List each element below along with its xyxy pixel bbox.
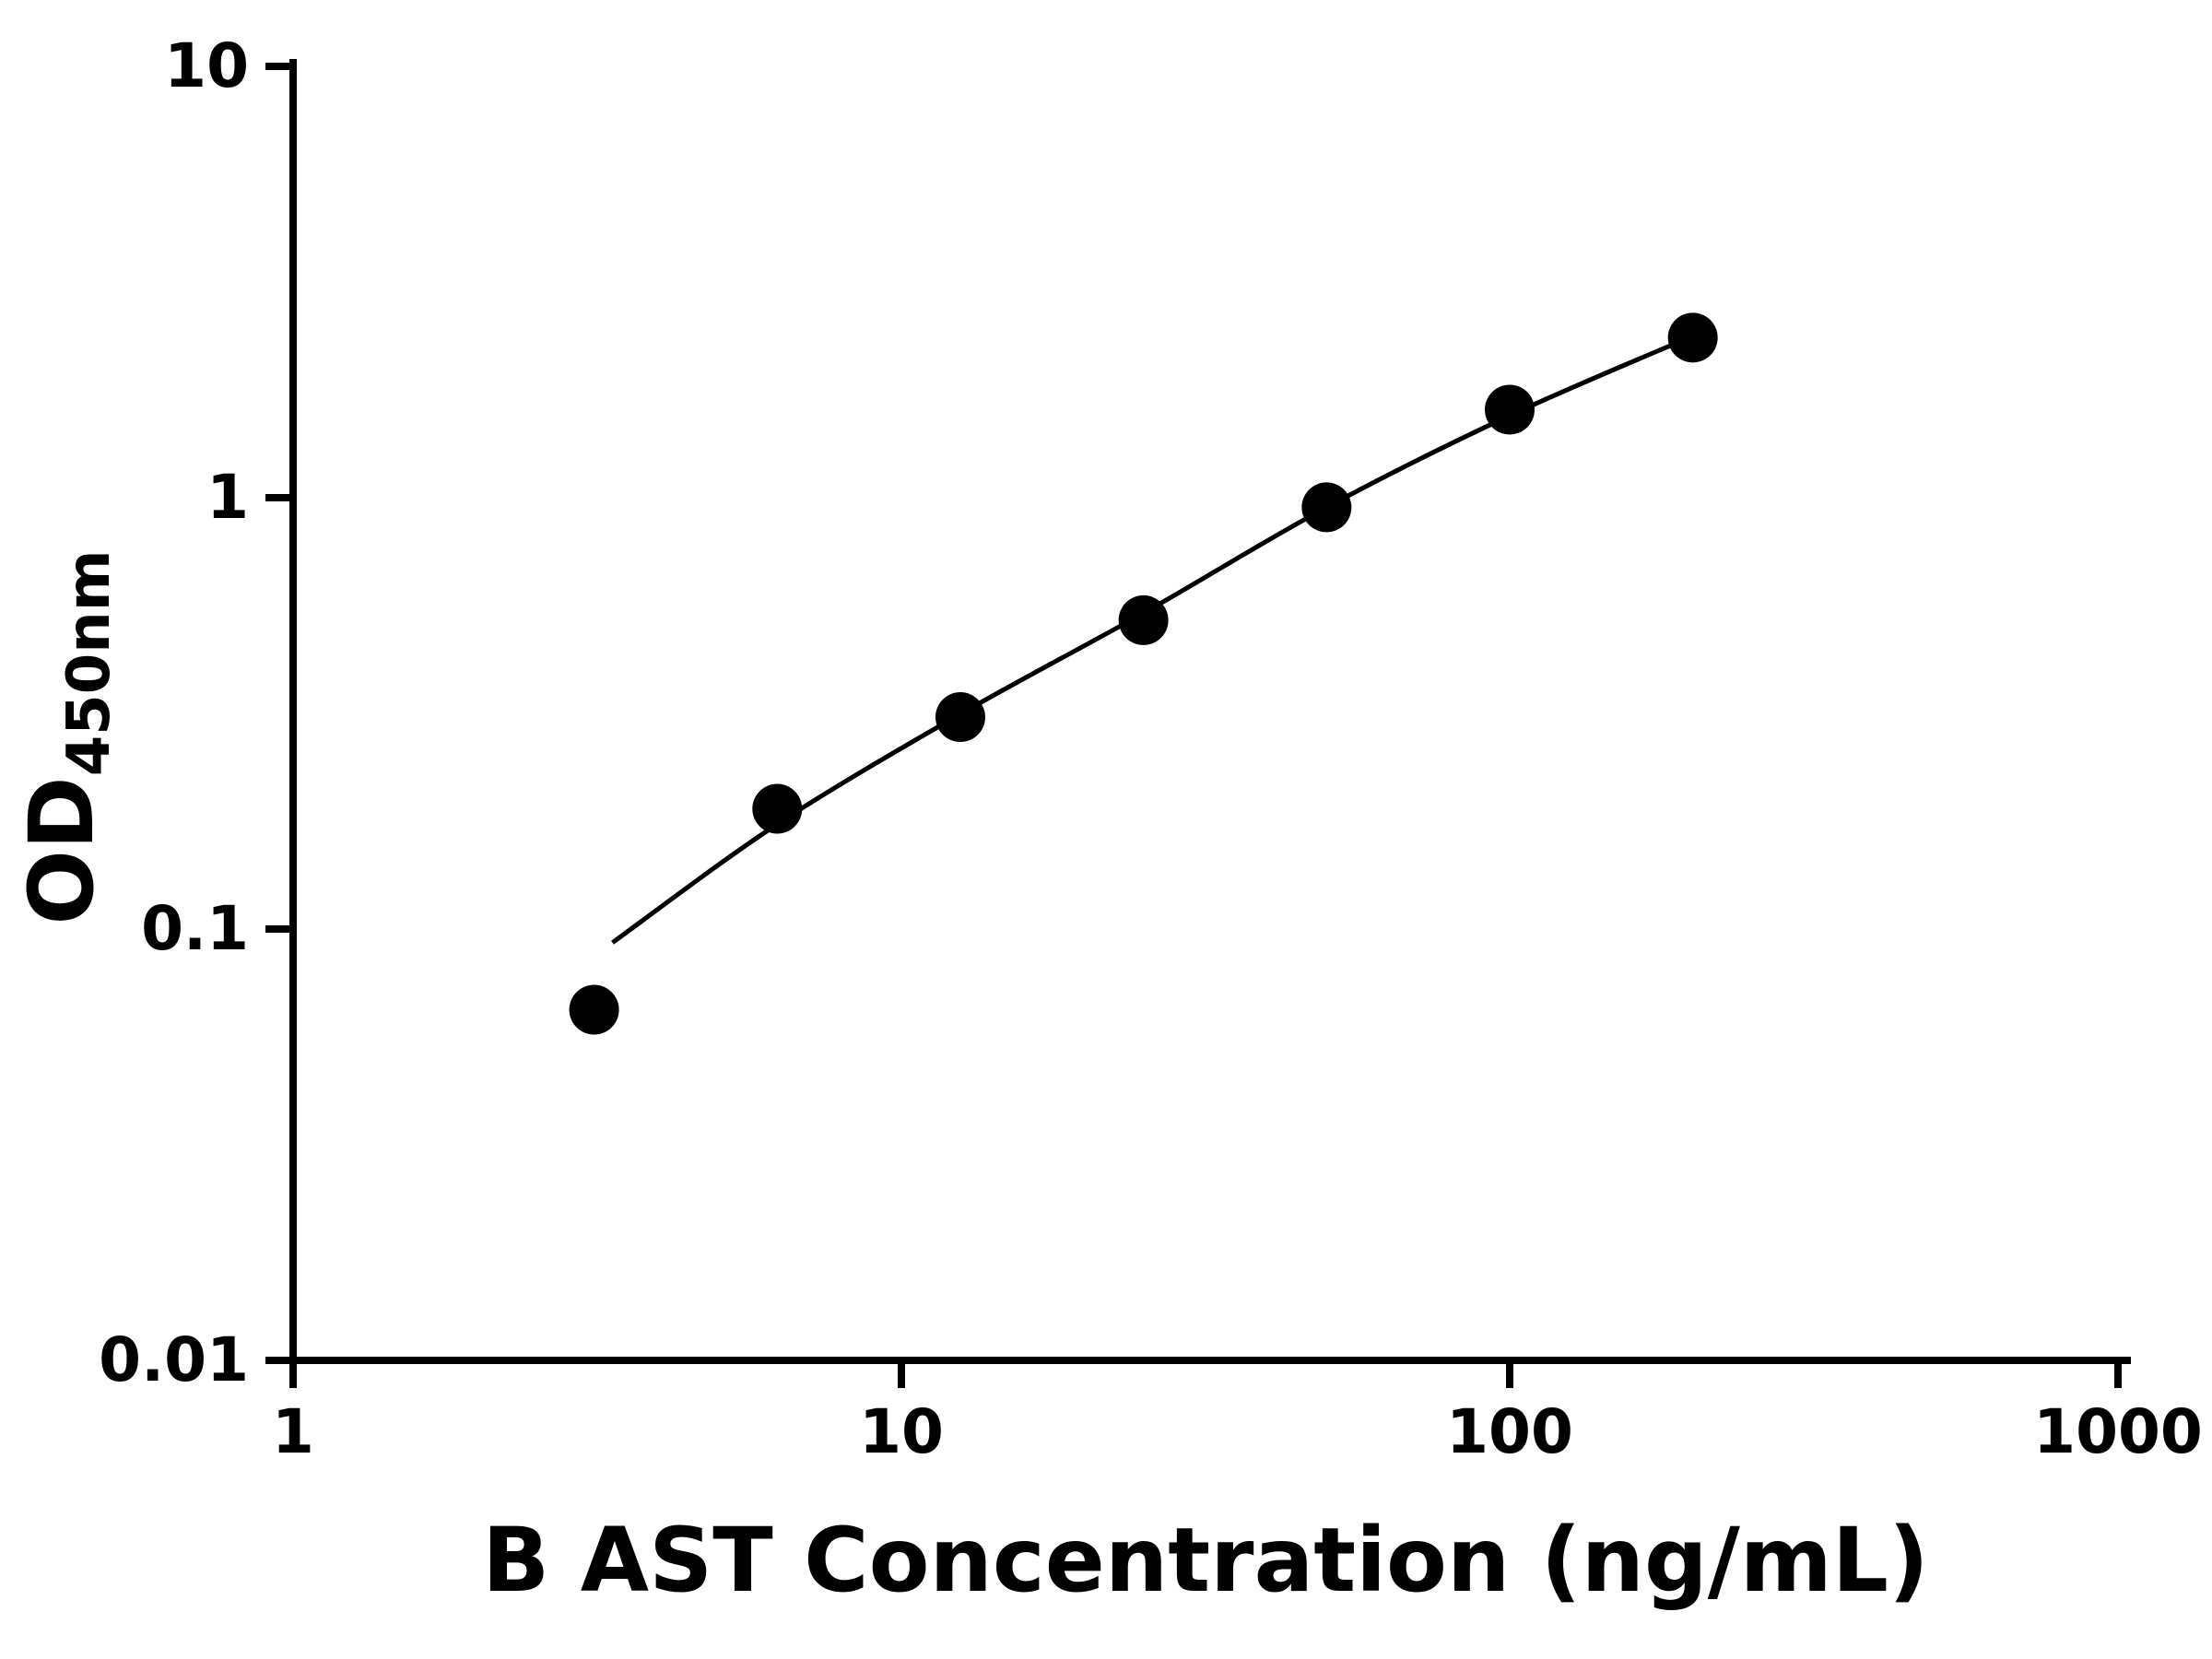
x-axis-tick-label: 10 xyxy=(859,1396,944,1467)
x-axis-title: B AST Concentration (ng/mL) xyxy=(482,1509,1929,1612)
x-axis-tick-label: 1 xyxy=(272,1396,314,1467)
data-point xyxy=(1667,312,1718,363)
data-point xyxy=(1485,384,1535,435)
data-point xyxy=(752,783,803,834)
y-axis-tick-label: 0.1 xyxy=(141,893,249,964)
x-axis-tick-label: 1000 xyxy=(2033,1396,2203,1467)
x-axis-tick-label: 100 xyxy=(1446,1396,1573,1467)
data-point xyxy=(1301,482,1352,533)
axis-spines xyxy=(289,59,2131,1364)
data-point xyxy=(569,984,619,1035)
y-axis-title: OD450nm xyxy=(10,549,124,924)
data-point xyxy=(1118,594,1169,645)
y-axis-tick-label: 1 xyxy=(206,462,249,533)
data-point xyxy=(935,692,985,743)
y-axis-tick-label: 0.01 xyxy=(99,1324,249,1395)
y-axis-tick-label: 10 xyxy=(164,30,249,101)
